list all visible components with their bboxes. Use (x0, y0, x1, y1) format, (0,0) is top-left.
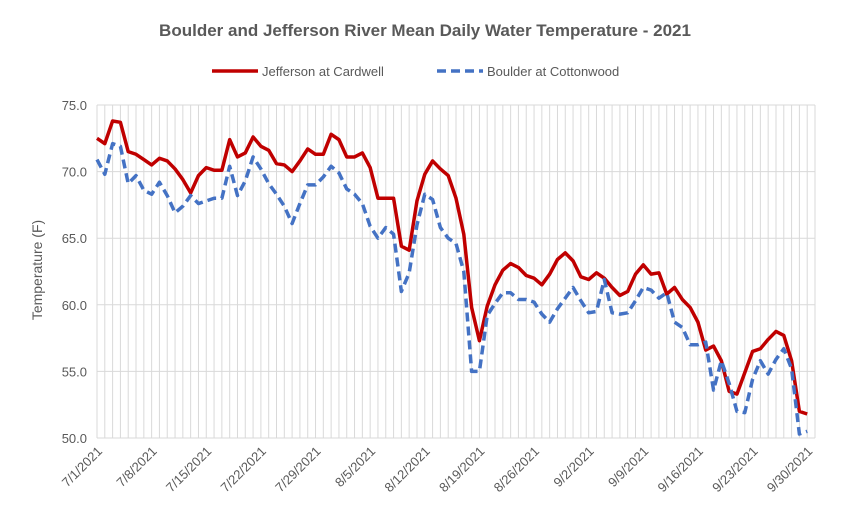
series-lines (95, 119, 808, 436)
x-tick-label: 9/30/2021 (764, 444, 816, 496)
x-tick-label: 8/12/2021 (381, 444, 433, 496)
x-tick-label: 7/29/2021 (272, 444, 324, 496)
x-tick-label: 9/16/2021 (655, 444, 707, 496)
x-tick-label: 7/15/2021 (163, 444, 215, 496)
legend: Jefferson at Cardwell Boulder at Cottonwo… (212, 64, 619, 79)
legend-label: Boulder at Cottonwood (487, 64, 619, 79)
x-tick-label: 7/22/2021 (218, 444, 270, 496)
x-tick-label: 8/26/2021 (491, 444, 543, 496)
legend-label: Jefferson at Cardwell (262, 64, 384, 79)
chart-title: Boulder and Jefferson River Mean Daily W… (159, 21, 691, 40)
y-tick-label: 65.0 (62, 231, 87, 246)
y-axis-ticks: 50.0 55.0 60.0 65.0 70.0 75.0 (62, 98, 87, 446)
y-tick-label: 75.0 (62, 98, 87, 113)
x-tick-label: 7/1/2021 (59, 444, 105, 490)
x-axis-ticks: 7/1/2021 7/8/2021 7/15/2021 7/22/2021 7/29/2… (59, 444, 816, 496)
x-tick-label: 7/8/2021 (113, 444, 159, 490)
x-tick-label: 9/9/2021 (605, 444, 651, 490)
y-tick-label: 50.0 (62, 431, 87, 446)
y-tick-label: 55.0 (62, 364, 87, 379)
series-line-boulder-at-cottonwood (95, 141, 808, 436)
x-tick-label: 9/23/2021 (709, 444, 761, 496)
y-tick-label: 70.0 (62, 165, 87, 180)
y-axis-title: Temperature (F) (29, 220, 45, 320)
y-tick-label: 60.0 (62, 298, 87, 313)
x-tick-label: 8/19/2021 (436, 444, 488, 496)
series-line-jefferson-at-cardwell (96, 119, 808, 416)
x-tick-label: 8/5/2021 (332, 444, 378, 490)
gridlines (96, 104, 816, 439)
x-tick-label: 9/2/2021 (550, 444, 596, 490)
